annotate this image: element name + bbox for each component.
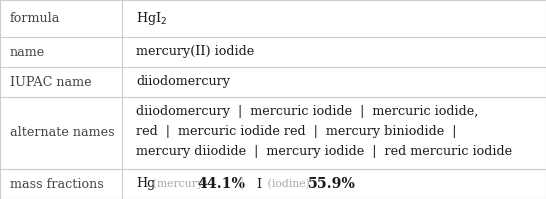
Text: mercury(II) iodide: mercury(II) iodide (136, 46, 254, 59)
Text: |: | (228, 178, 257, 190)
Text: mass fractions: mass fractions (10, 178, 104, 190)
Text: name: name (10, 46, 45, 59)
Text: HgI$_2$: HgI$_2$ (136, 10, 167, 27)
Text: formula: formula (10, 12, 61, 25)
Text: diiodomercury: diiodomercury (136, 75, 230, 89)
Text: alternate names: alternate names (10, 127, 115, 139)
Text: red  |  mercuric iodide red  |  mercury biniodide  |: red | mercuric iodide red | mercury bini… (136, 125, 456, 138)
Text: diiodomercury  |  mercuric iodide  |  mercuric iodide,: diiodomercury | mercuric iodide | mercur… (136, 104, 478, 117)
Text: 44.1%: 44.1% (198, 177, 246, 191)
Text: (mercury): (mercury) (149, 179, 211, 189)
Text: I: I (257, 178, 262, 190)
Text: IUPAC name: IUPAC name (10, 75, 92, 89)
Text: mercury diiodide  |  mercury iodide  |  red mercuric iodide: mercury diiodide | mercury iodide | red … (136, 144, 512, 157)
Text: Hg: Hg (136, 178, 155, 190)
Text: (iodine): (iodine) (264, 179, 313, 189)
Text: 55.9%: 55.9% (308, 177, 355, 191)
